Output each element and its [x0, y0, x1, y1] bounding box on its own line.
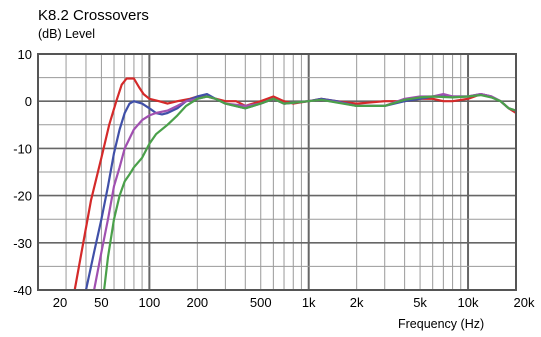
- x-tick-label: 10k: [458, 295, 479, 310]
- x-tick-label: 20: [53, 295, 67, 310]
- y-axis-label: (dB) Level: [38, 27, 95, 41]
- y-tick-label: -20: [13, 189, 32, 204]
- series-line-4: [103, 94, 516, 290]
- x-tick-label: 100: [139, 295, 161, 310]
- series-line-1: [73, 77, 516, 290]
- series-lines: [73, 77, 516, 290]
- x-tick-label: 500: [250, 295, 272, 310]
- x-tick-labels: 20 50 100 200 500 1k 2k 5k 10k 20k: [53, 295, 535, 310]
- x-tick-label: 20k: [514, 295, 535, 310]
- x-tick-label: 50: [94, 295, 108, 310]
- x-tick-label: 1k: [302, 295, 316, 310]
- y-tick-label: 10: [18, 47, 32, 62]
- chart-title: K8.2 Crossovers: [38, 7, 149, 24]
- x-tick-label: 2k: [350, 295, 364, 310]
- y-tick-label: -40: [13, 283, 32, 298]
- plot-frame: [37, 53, 517, 291]
- x-axis-label: Frequency (Hz): [398, 317, 484, 331]
- x-tick-label: 5k: [413, 295, 427, 310]
- y-tick-labels: 10 0 -10 -20 -30 -40: [13, 47, 32, 298]
- x-tick-label: 200: [186, 295, 208, 310]
- y-tick-label: 0: [25, 94, 32, 109]
- y-tick-label: -30: [13, 236, 32, 251]
- y-tick-label: -10: [13, 141, 32, 156]
